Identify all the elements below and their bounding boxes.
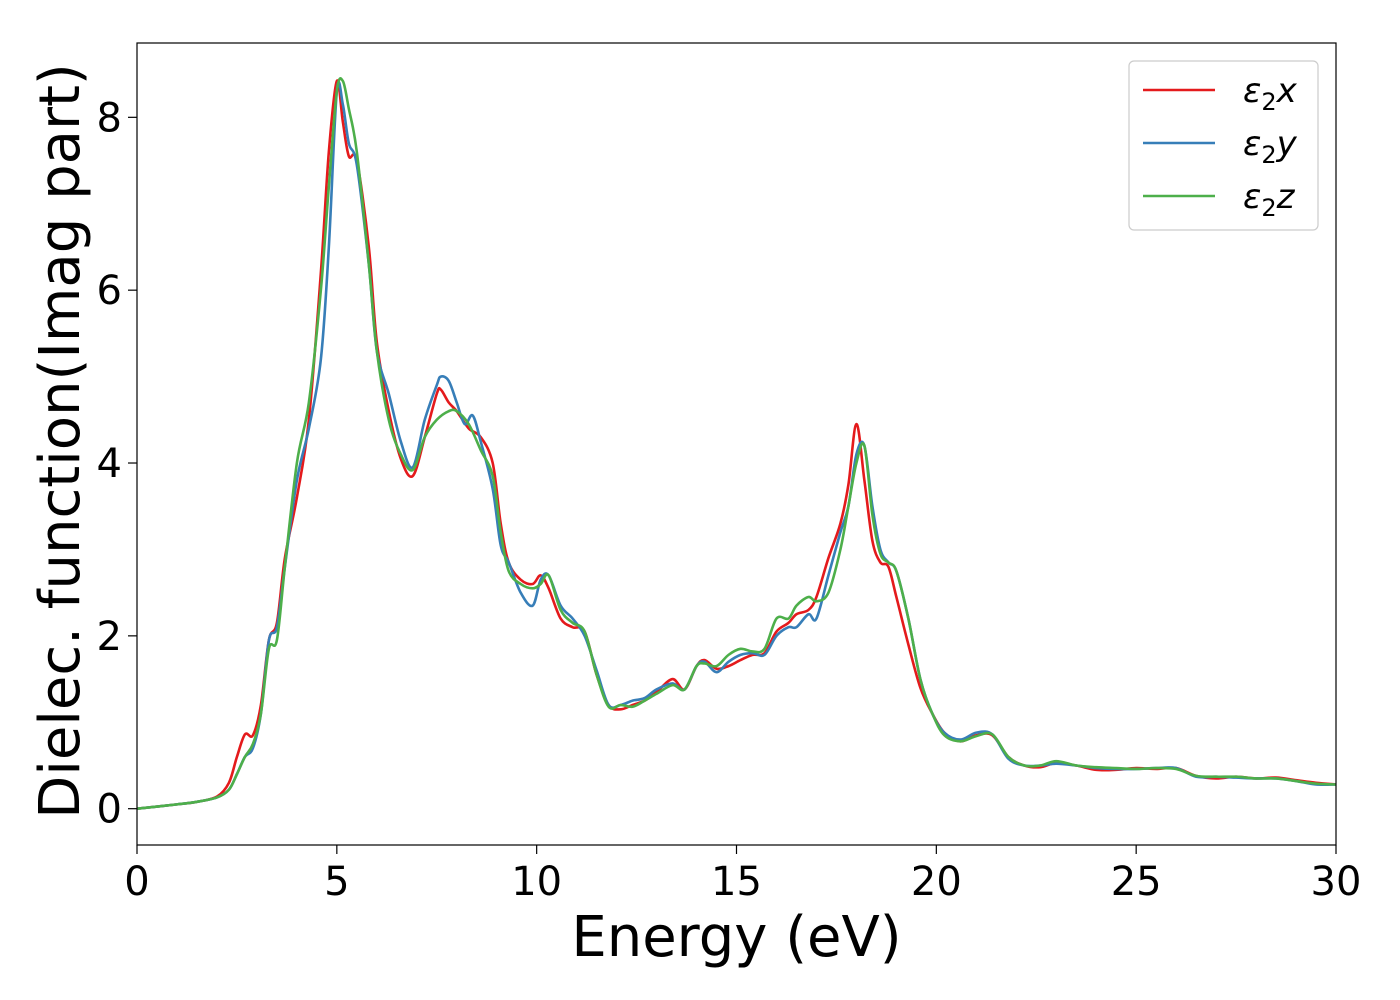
x-tick-label: 0 (124, 859, 149, 905)
legend-item-z: ε2z (1143, 177, 1296, 222)
x-tick-label: 30 (1311, 859, 1362, 905)
x-axis: 0 5 10 15 20 25 30 (124, 845, 1361, 905)
x-axis-title: Energy (eV) (571, 905, 901, 970)
y-tick-label: 2 (97, 614, 122, 660)
y-axis: 0 2 4 6 8 (97, 95, 137, 833)
y-tick-label: 8 (97, 95, 122, 141)
x-tick-label: 20 (911, 859, 962, 905)
y-axis-title: Dielec. function(Imag part) (28, 63, 93, 819)
legend-label: ε2x (1243, 71, 1298, 116)
legend-item-y: ε2y (1143, 124, 1298, 169)
y-tick-label: 6 (97, 268, 122, 314)
legend-label: ε2y (1243, 124, 1298, 169)
x-tick-label: 15 (711, 859, 762, 905)
legend: ε2x ε2y ε2z (1128, 60, 1319, 231)
legend-item-x: ε2x (1143, 71, 1298, 116)
legend-label: ε2z (1243, 177, 1296, 222)
x-tick-label: 25 (1111, 859, 1162, 905)
x-tick-label: 5 (324, 859, 349, 905)
series-line-z (137, 77, 1336, 810)
series-layer (137, 77, 1336, 810)
y-tick-label: 0 (97, 787, 122, 833)
y-tick-label: 4 (97, 441, 122, 487)
x-tick-label: 10 (511, 859, 562, 905)
legend-frame (1128, 60, 1319, 231)
